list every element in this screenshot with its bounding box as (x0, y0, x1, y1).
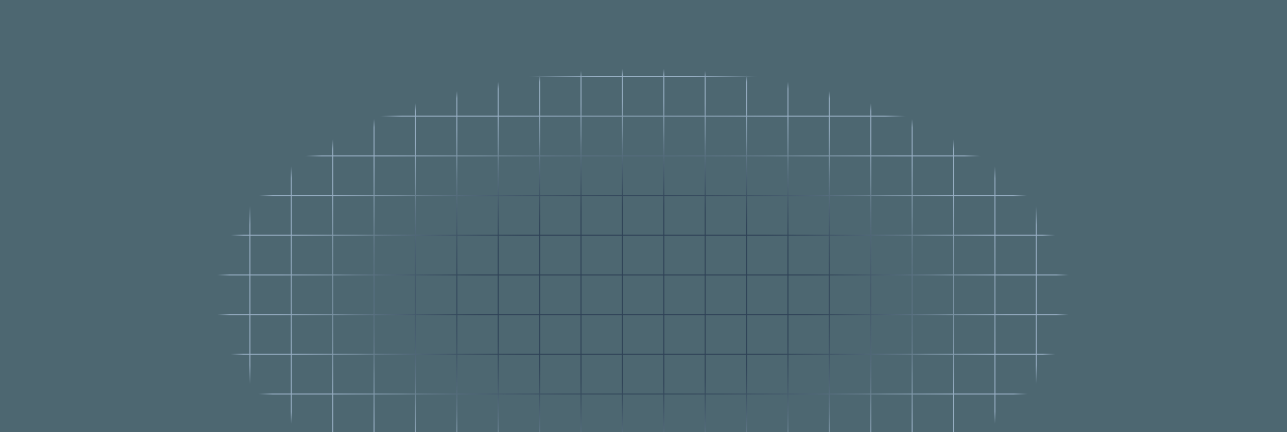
dome-grid-center-lines (216, 63, 1070, 432)
dome-grid-graphic (216, 63, 1070, 432)
dome-grid-rim-lines (216, 63, 1070, 432)
